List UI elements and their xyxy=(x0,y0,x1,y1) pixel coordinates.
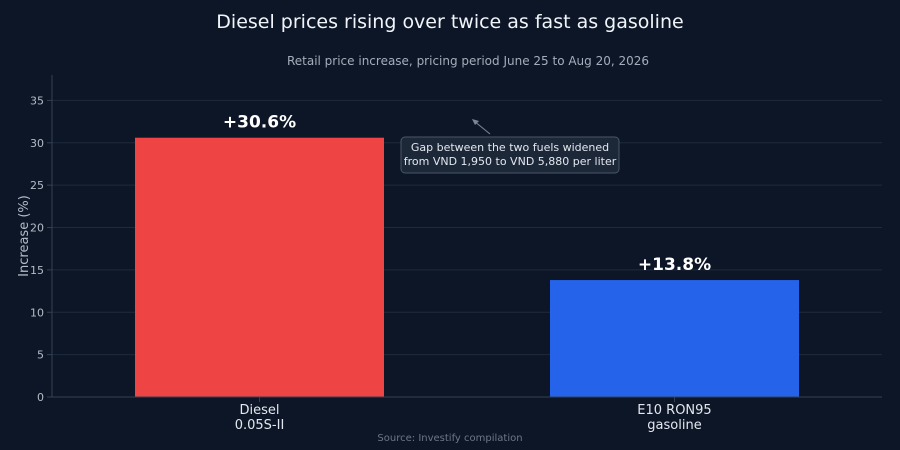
y-tick-label: 0 xyxy=(37,391,44,404)
y-tick-label: 35 xyxy=(30,94,44,107)
data-label: +13.8% xyxy=(638,255,711,275)
bar xyxy=(550,280,799,397)
annotation-text: from VND 1,950 to VND 5,880 per liter xyxy=(404,155,617,168)
annotation-box xyxy=(400,136,620,174)
data-label: +30.6% xyxy=(223,113,296,133)
chart-title: Diesel prices rising over twice as fast … xyxy=(216,11,683,33)
data-labels: +30.6% +13.8% xyxy=(223,113,711,275)
y-axis-label: Increase (%) xyxy=(17,195,32,277)
x-tick-label: E10 RON95 xyxy=(637,403,711,418)
x-tick-label: gasoline xyxy=(647,418,701,433)
bars xyxy=(135,137,799,397)
y-tick-label: 20 xyxy=(30,222,44,235)
source-note: Source: Investify compilation xyxy=(377,433,522,444)
x-tick-label: Diesel xyxy=(239,403,279,418)
y-tick-label: 15 xyxy=(30,264,44,277)
y-tick-label: 30 xyxy=(30,137,44,150)
bar xyxy=(135,137,384,397)
y-tick-label: 5 xyxy=(37,349,44,362)
annotation-arrowhead xyxy=(472,119,479,125)
y-axis-ticks: 0 5 10 15 20 25 30 35 xyxy=(30,75,53,404)
y-tick-label: 10 xyxy=(30,306,44,319)
y-tick-label: 25 xyxy=(30,179,44,192)
x-tick-label: 0.05S-II xyxy=(235,418,285,433)
annotation-text: Gap between the two fuels widened xyxy=(411,141,609,154)
chart-subtitle: Retail price increase, pricing period Ju… xyxy=(287,54,649,68)
